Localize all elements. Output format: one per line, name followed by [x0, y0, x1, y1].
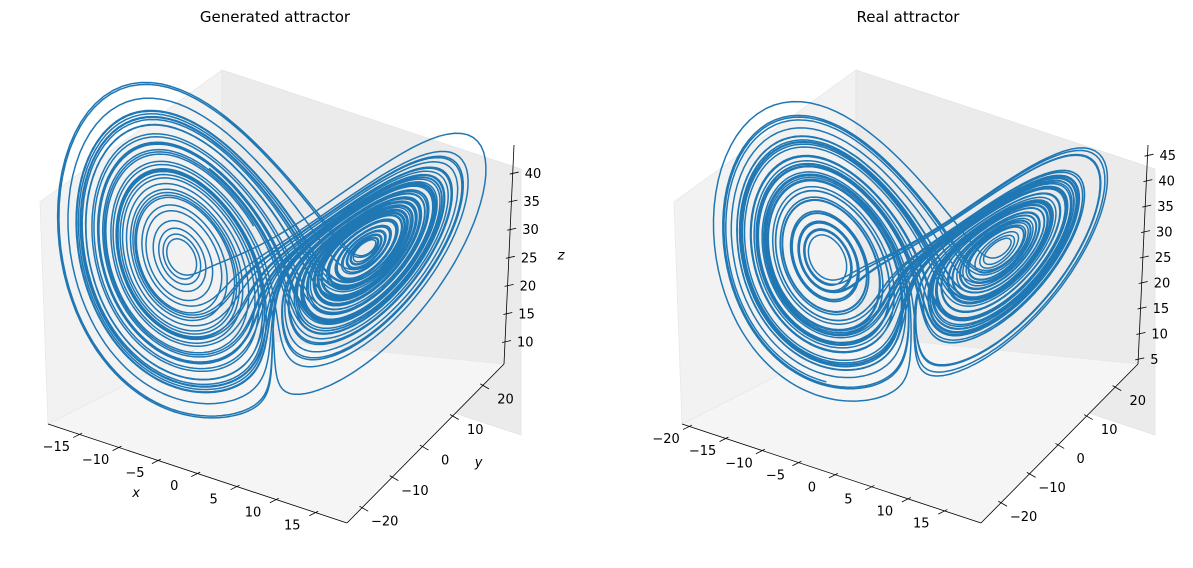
x-tick: [719, 436, 729, 443]
y-axis-label: y: [474, 456, 483, 471]
x-tick-label: −15: [43, 440, 70, 455]
z-tick: [507, 227, 517, 231]
z-tick: [505, 255, 515, 259]
z-tick: [1143, 179, 1153, 183]
z-tick-label: 40: [525, 167, 542, 182]
z-tick-label: 10: [1151, 327, 1168, 342]
y-tick: [359, 505, 369, 512]
x-tick: [792, 460, 802, 467]
z-axis-line: [1137, 144, 1149, 365]
y-tick: [1112, 385, 1122, 391]
z-tick-label: 30: [1156, 226, 1173, 241]
z-tick: [1144, 153, 1154, 157]
x-axis-line: [681, 423, 982, 524]
y-tick: [1026, 472, 1036, 478]
x-tick-label: 5: [844, 493, 852, 508]
y-tick-label: 20: [497, 392, 514, 407]
x-tick-label: 15: [913, 517, 930, 532]
y-tick: [389, 475, 399, 481]
z-tick-label: 45: [1160, 149, 1177, 164]
z-tick: [509, 171, 519, 175]
z-tick: [1136, 332, 1146, 335]
x-tick-label: −15: [689, 444, 716, 459]
y-tick-label: −10: [1038, 481, 1065, 496]
z-tick-label: 20: [1154, 277, 1171, 292]
z-tick: [1142, 204, 1152, 208]
x-tick-label: −20: [652, 432, 679, 447]
x-tick: [151, 458, 162, 464]
z-tick-label: 20: [520, 279, 537, 294]
x-tick-label: 10: [877, 505, 894, 520]
y-tick-label: 0: [441, 454, 449, 469]
x-tick: [112, 445, 122, 451]
z-tick: [1139, 255, 1149, 259]
z-tick-label: 15: [518, 308, 535, 323]
y-tick: [998, 500, 1008, 507]
z-tick: [504, 283, 514, 287]
x-tick-label: 10: [245, 505, 262, 520]
attractor-trajectory: [56, 81, 487, 419]
z-tick: [1140, 230, 1151, 233]
z-tick: [503, 312, 513, 315]
x-tick-label: −5: [766, 468, 785, 483]
x-tick: [865, 485, 875, 491]
y-tick: [1083, 414, 1093, 420]
y-tick: [449, 414, 459, 420]
x-tick: [191, 471, 201, 478]
x-tick-label: 0: [170, 479, 178, 494]
y-tick-label: 10: [1101, 423, 1118, 438]
x-tick-label: 15: [284, 518, 301, 533]
y-tick-label: 0: [1077, 452, 1085, 467]
z-tick-label: 5: [1150, 353, 1158, 368]
z-tick: [501, 340, 512, 343]
y-axis-line: [346, 363, 505, 524]
z-tick-label: 35: [523, 195, 540, 210]
z-tick-label: 10: [517, 336, 534, 351]
x-tick: [269, 497, 280, 504]
x-tick: [309, 510, 319, 517]
y-tick-label: 10: [467, 423, 484, 438]
x-tick-label: −5: [125, 466, 144, 481]
chart-title: Real attractor: [857, 8, 961, 26]
x-tick-label: 5: [209, 492, 217, 507]
y-tick: [419, 444, 429, 451]
y-tick-label: 20: [1130, 394, 1147, 409]
z-axis-label: z: [557, 249, 566, 264]
z-tick: [1135, 357, 1145, 361]
x-tick: [901, 497, 911, 503]
z-tick-label: 35: [1157, 200, 1174, 215]
x-tick-label: −10: [82, 453, 109, 468]
x-tick: [755, 448, 766, 455]
attractor-trajectory: [712, 100, 1109, 402]
z-tick-label: 25: [521, 251, 538, 266]
z-tick: [508, 199, 518, 203]
z-tick-label: 40: [1158, 175, 1175, 190]
z-tick: [1137, 306, 1147, 310]
z-tick-label: 25: [1155, 251, 1172, 266]
x-tick: [938, 509, 948, 515]
y-axis-line: [980, 363, 1139, 524]
z-axis-line: [503, 144, 515, 365]
x-tick: [828, 472, 839, 479]
z-tick: [1138, 281, 1148, 284]
y-tick-label: −20: [371, 515, 398, 530]
z-tick-label: 30: [522, 223, 539, 238]
generated-attractor-panel: Generated attractor −15 −10 −5 0 5 10 15 −20 −10…: [39, 8, 566, 533]
chart-title: Generated attractor: [200, 8, 351, 26]
y-tick: [480, 383, 490, 390]
y-tick-label: −20: [1010, 510, 1037, 525]
x-axis-label: x: [131, 486, 140, 501]
z-tick-label: 15: [1153, 302, 1170, 317]
y-tick: [1055, 443, 1065, 449]
x-tick: [230, 484, 240, 491]
x-tick-label: 0: [808, 480, 816, 495]
x-tick-label: −10: [725, 456, 752, 471]
x-tick: [73, 432, 83, 438]
x-tick: [682, 424, 693, 430]
y-tick-label: −10: [401, 484, 428, 499]
